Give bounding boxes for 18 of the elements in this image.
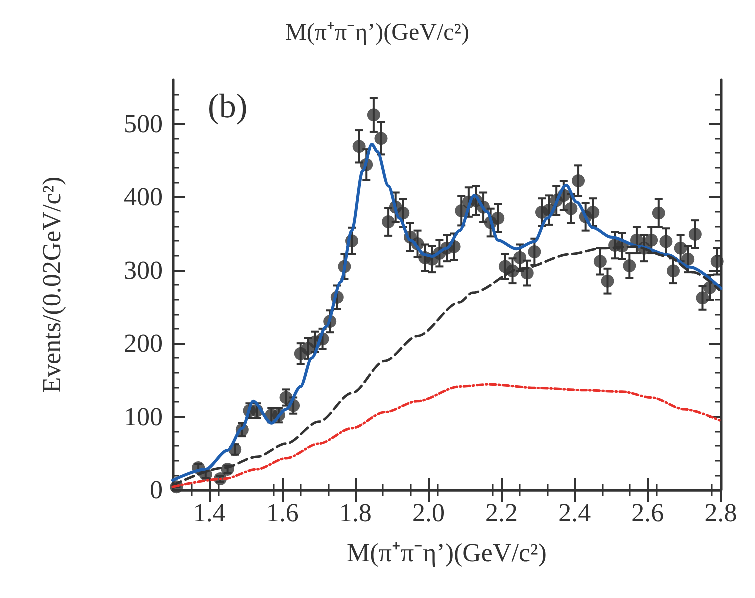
x-tick-label: 1.8 (339, 498, 372, 528)
y-axis-title: Events/(0.02GeV/c²) (38, 176, 66, 394)
x-axis-title: M(π⁺π⁻η’)(GeV/c²) (347, 538, 547, 568)
y-tick-label: 200 (124, 329, 163, 358)
y-tick-label: 100 (124, 402, 163, 432)
annotation: (b) (208, 88, 248, 126)
x-tick-label: 2.8 (704, 498, 738, 528)
chart-title: M(π⁺π⁻η’)(GeV/c²) (286, 20, 470, 46)
y-tick-label: 500 (124, 109, 163, 138)
x-tick-label: 1.4 (193, 498, 226, 528)
y-tick-label: 0 (150, 476, 163, 504)
x-tick-label: 2.6 (632, 498, 664, 528)
y-tick-label: 400 (124, 182, 163, 212)
x-tick-label: 2.2 (486, 498, 518, 528)
x-tick-label: 2.4 (558, 498, 592, 528)
x-tick-label: 1.6 (266, 498, 299, 528)
x-tick-label: 2.0 (412, 498, 445, 528)
y-tick-label: 300 (124, 256, 163, 285)
